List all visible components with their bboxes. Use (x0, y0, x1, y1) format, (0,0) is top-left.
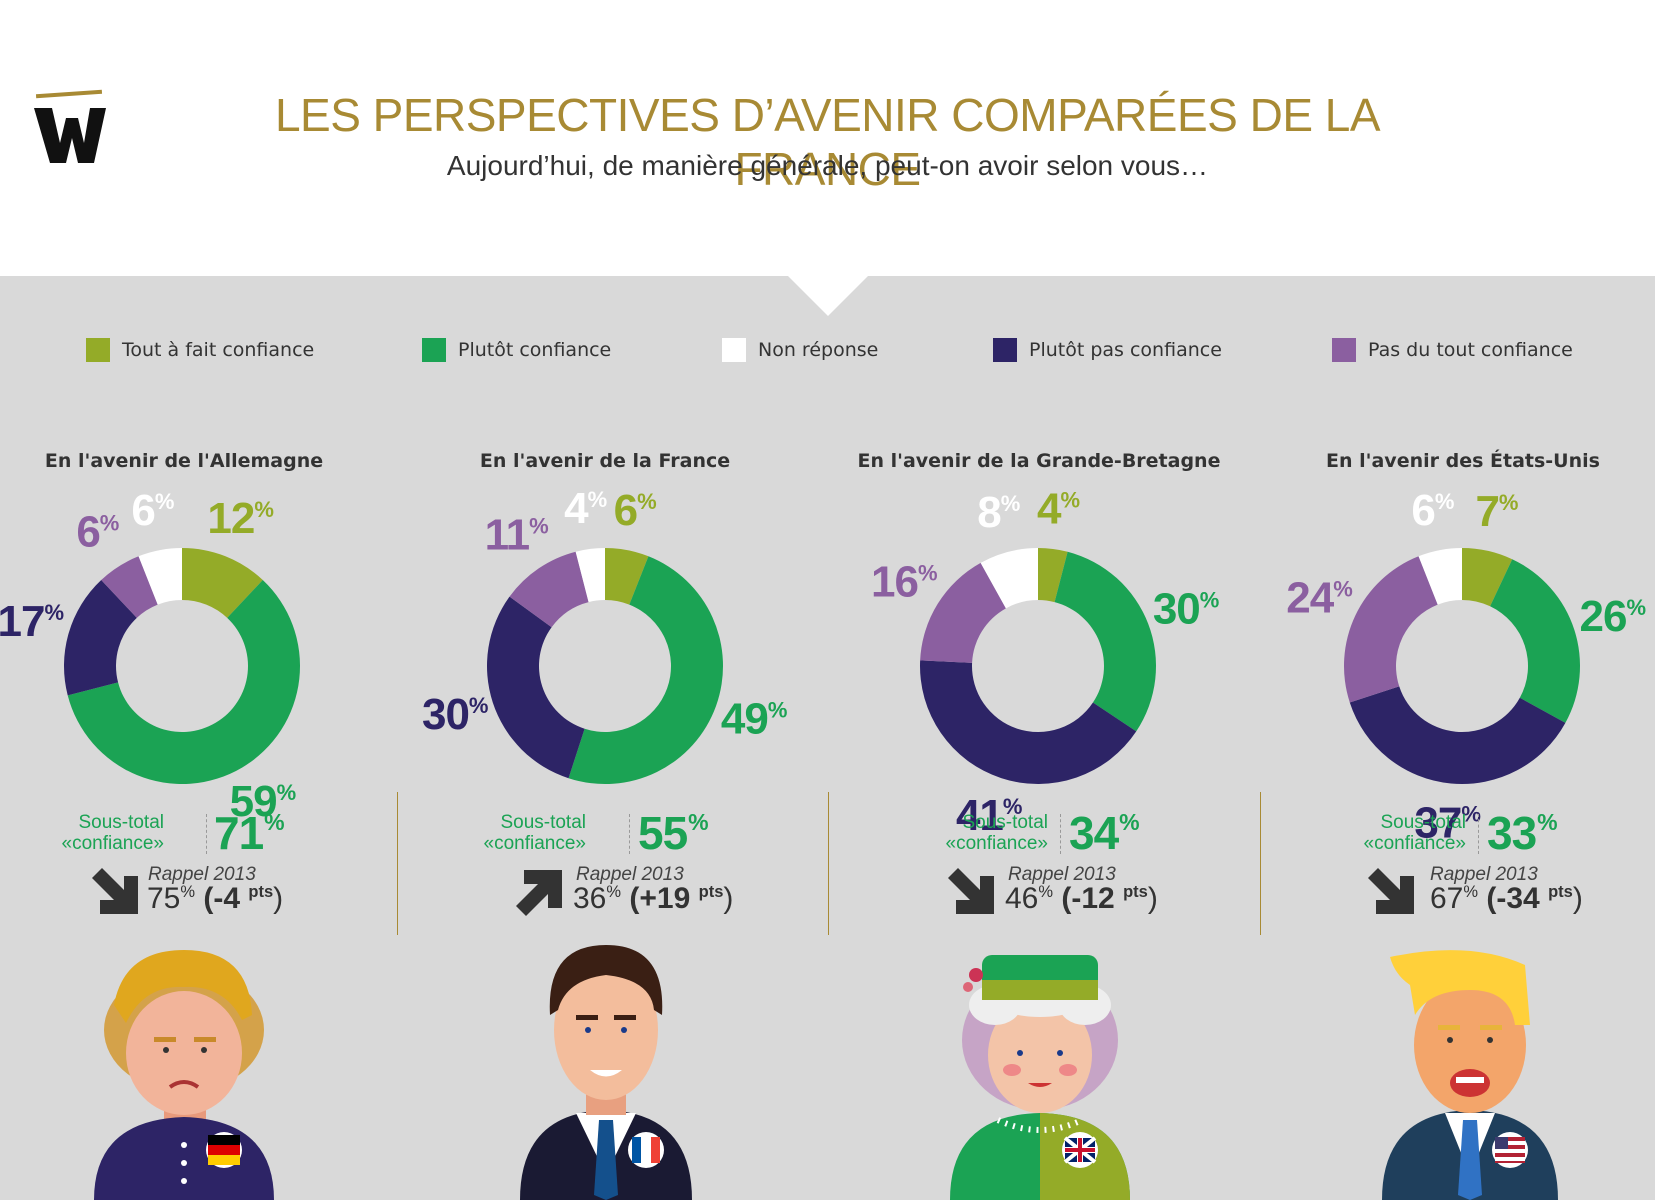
legend-swatch (86, 338, 110, 362)
trend-down-arrow-icon (92, 868, 138, 914)
rappel-label: Rappel 2013 (148, 864, 256, 885)
donut-slice (486, 596, 585, 779)
subtotal-value: 34% (1069, 807, 1140, 859)
subtotal-divider (629, 814, 630, 854)
donut-slice (1038, 548, 1068, 603)
france-flag-icon (628, 1132, 664, 1168)
donut-slice (138, 548, 182, 605)
rappel-label: Rappel 2013 (1430, 864, 1538, 885)
legend-item-pas-du-tout: Pas du tout confiance (1332, 338, 1573, 362)
rappel-label: Rappel 2013 (576, 864, 684, 885)
donut-slice (920, 660, 1137, 784)
donut-slice (101, 556, 158, 618)
legend-swatch (422, 338, 446, 362)
rappel-value: 67% (-34 pts) (1430, 882, 1583, 915)
slice-value-label: 59% (230, 777, 296, 826)
legend-label: Pas du tout confiance (1368, 339, 1573, 361)
donut-slice (509, 551, 589, 628)
rappel-value: 36% (+19 pts) (573, 882, 734, 915)
legend-label: Tout à fait confiance (122, 339, 315, 361)
rappel-value: 75% (-4 pts) (147, 882, 284, 915)
donut-slice (1344, 556, 1438, 703)
column-divider (397, 792, 398, 935)
chart-title-allemagne: En l'avenir de l'Allemagne (44, 450, 324, 472)
macron-portrait (520, 945, 692, 1200)
subtotal-value: 33% (1487, 807, 1558, 859)
subtotal-label: Sous-total «confiance» (1363, 812, 1466, 854)
subtotal-label: Sous-total «confiance» (483, 812, 586, 854)
merkel-portrait (94, 950, 274, 1200)
legend-item-tout-a-fait: Tout à fait confiance (86, 338, 314, 362)
slice-value-label: 6% (76, 508, 118, 557)
legend-label: Non réponse (758, 339, 879, 361)
page-subtitle: Aujourd’hui, de manière générale, peut-o… (446, 150, 1209, 181)
rappel-value: 46% (-12 pts) (1005, 882, 1158, 915)
donut-slice (182, 548, 263, 618)
donut-slice (920, 562, 1006, 663)
trend-down-arrow-icon (948, 868, 994, 914)
slice-value-label: 37% (1414, 798, 1480, 847)
legend-label: Plutôt confiance (458, 339, 612, 361)
donut-slice (1490, 559, 1580, 723)
germany-flag-icon (206, 1132, 242, 1168)
legend-item-plutot-pas: Plutôt pas confiance (993, 338, 1222, 362)
slice-value-label: 26% (1580, 592, 1646, 641)
donut-slice (1418, 548, 1462, 605)
slice-value-label: 7% (1475, 487, 1517, 536)
slice-value-label: 30% (422, 690, 488, 739)
subtotal-divider (206, 814, 207, 854)
chart-title-france: En l'avenir de la France (479, 450, 731, 472)
slice-value-label: 17% (0, 597, 63, 646)
donut-slice (568, 556, 723, 784)
subtotal-value: 71% (214, 807, 285, 859)
legend-swatch (993, 338, 1017, 362)
slice-value-label: 4% (564, 484, 606, 533)
legend-label: Plutôt pas confiance (1029, 339, 1222, 361)
usa-flag-icon (1492, 1132, 1528, 1168)
chart-title-grande-bretagne: En l'avenir de la Grande-Bretagne (857, 450, 1221, 472)
subtotal-label: Sous-total «confiance» (945, 812, 1048, 854)
slice-value-label: 6% (131, 486, 173, 535)
donut-slice (1349, 686, 1566, 784)
legend-item-plutot: Plutôt confiance (422, 338, 611, 362)
column-divider (1260, 792, 1261, 935)
donut-slice (1054, 551, 1156, 732)
legend-swatch (1332, 338, 1356, 362)
donut-slice (64, 579, 137, 696)
slice-value-label: 6% (614, 486, 656, 535)
donut-slice (1462, 548, 1513, 607)
slice-value-label: 12% (207, 494, 273, 543)
brand-logo (34, 89, 106, 163)
donut-slice (575, 548, 605, 603)
slice-value-label: 49% (721, 695, 787, 744)
subtotal-divider (1060, 814, 1061, 854)
trend-down-arrow-icon (1368, 868, 1414, 914)
donut-slice (980, 548, 1038, 609)
uk-flag-icon (1062, 1132, 1098, 1168)
slice-value-label: 8% (977, 488, 1019, 537)
subtotal-label: Sous-total «confiance» (61, 812, 164, 854)
column-divider (828, 792, 829, 935)
legend-item-non-reponse: Non réponse (722, 338, 878, 362)
queen-portrait (950, 955, 1130, 1200)
slice-value-label: 41% (956, 791, 1022, 840)
page-title: LES PERSPECTIVES D’AVENIR COMPARÉES DE L… (274, 89, 1381, 195)
rappel-label: Rappel 2013 (1008, 864, 1116, 885)
trend-up-arrow-icon (516, 870, 562, 916)
chart-title-etats-unis: En l'avenir des États-Unis (1326, 450, 1600, 472)
subtotal-value: 55% (638, 807, 709, 859)
donut-slice (67, 579, 301, 785)
slice-value-label: 16% (871, 558, 937, 607)
trump-portrait (1382, 950, 1558, 1200)
slice-value-label: 6% (1411, 486, 1453, 535)
panel-notch (787, 275, 869, 316)
slice-value-label: 4% (1037, 484, 1079, 533)
slice-value-label: 24% (1286, 574, 1352, 623)
donut-slice (605, 548, 649, 605)
slice-value-label: 30% (1153, 585, 1219, 634)
slice-value-label: 11% (485, 510, 549, 559)
legend-swatch (722, 338, 746, 362)
subtotal-divider (1478, 814, 1479, 854)
